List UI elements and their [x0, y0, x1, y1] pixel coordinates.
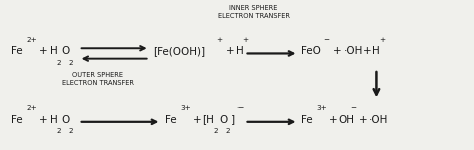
Text: +: + [38, 115, 47, 124]
Text: INNER SPHERE
ELECTRON TRANSFER: INNER SPHERE ELECTRON TRANSFER [218, 5, 290, 19]
Text: H: H [50, 115, 58, 124]
Text: O: O [62, 46, 70, 56]
Text: 2: 2 [56, 60, 61, 66]
Text: 2: 2 [214, 128, 219, 134]
Text: OUTER SPHERE
ELECTRON TRANSFER: OUTER SPHERE ELECTRON TRANSFER [62, 72, 134, 86]
Text: 2: 2 [56, 128, 61, 134]
Text: O: O [219, 115, 228, 124]
Text: O: O [62, 115, 70, 124]
Text: −: − [350, 105, 356, 111]
Text: 2: 2 [68, 128, 73, 134]
Text: Fe: Fe [11, 115, 23, 124]
Text: OH: OH [338, 115, 354, 124]
Text: ·OH: ·OH [368, 115, 388, 124]
Text: +: + [217, 37, 223, 43]
Text: H: H [372, 46, 380, 56]
Text: FeO: FeO [301, 46, 321, 56]
Text: +: + [242, 37, 248, 43]
Text: Fe: Fe [11, 46, 23, 56]
Text: +: + [379, 37, 385, 43]
Text: 2+: 2+ [26, 37, 37, 43]
Text: +: + [192, 115, 201, 124]
Text: 2: 2 [68, 60, 73, 66]
Text: ·−: ·− [236, 105, 245, 111]
Text: Fe: Fe [301, 115, 313, 124]
Text: −: − [323, 37, 329, 43]
Text: H: H [236, 46, 243, 56]
Text: +: + [328, 115, 337, 124]
Text: ]: ] [231, 115, 235, 124]
Text: +: + [333, 46, 342, 56]
Text: +: + [359, 115, 367, 124]
Text: H: H [50, 46, 58, 56]
Text: [H: [H [202, 115, 214, 124]
Text: +: + [226, 46, 234, 56]
Text: +: + [363, 46, 371, 56]
Text: Fe: Fe [165, 115, 177, 124]
Text: 2+: 2+ [26, 105, 37, 111]
Text: [Fe(OOH)]: [Fe(OOH)] [153, 46, 205, 56]
Text: 2: 2 [226, 128, 230, 134]
Text: 3+: 3+ [180, 105, 191, 111]
Text: 3+: 3+ [317, 105, 327, 111]
Text: ·OH: ·OH [344, 46, 363, 56]
Text: +: + [38, 46, 47, 56]
